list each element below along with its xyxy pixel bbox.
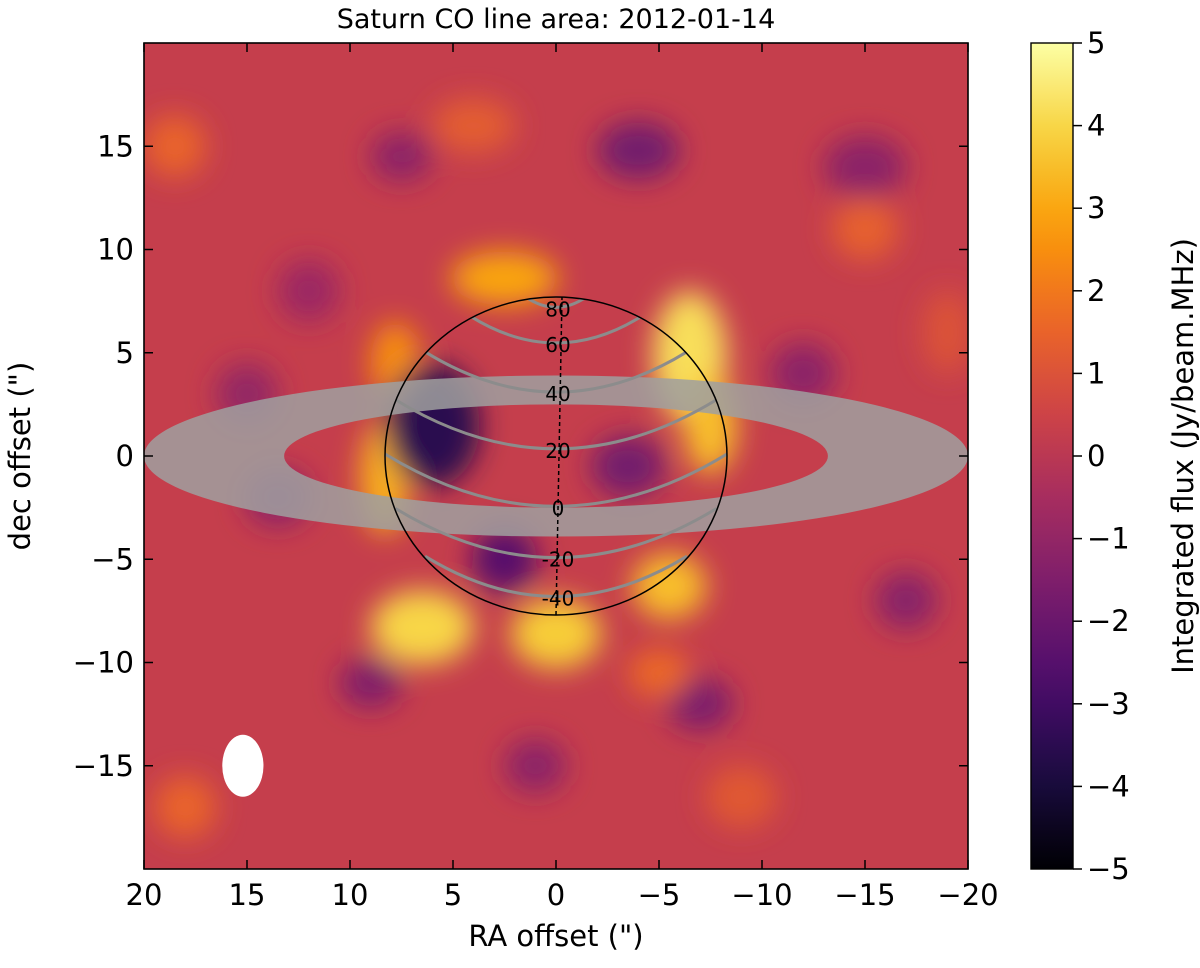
- colorbar-tick-label: 0: [1087, 439, 1105, 473]
- latitude-label: 80: [545, 297, 570, 321]
- colorbar-tick-label: 3: [1087, 191, 1105, 225]
- colorbar-label: Integrated flux (Jy/beam.MHz): [1166, 238, 1200, 674]
- latitude-line: [525, 296, 587, 309]
- y-tick-label: −15: [73, 749, 134, 783]
- x-tick-label: −20: [937, 878, 998, 912]
- colorbar-tick-label: 1: [1087, 356, 1105, 390]
- colorbar-tick-label: 4: [1087, 109, 1105, 143]
- latitude-contours: -40-20020406080: [385, 296, 727, 610]
- y-tick-label: −10: [73, 646, 134, 680]
- x-tick-label: −15: [834, 878, 895, 912]
- y-axis-label: dec offset ("): [3, 362, 37, 551]
- colorbar-tick-label: −3: [1087, 687, 1130, 721]
- y-tick-label: 15: [97, 129, 134, 163]
- latitude-label: 40: [545, 382, 570, 406]
- colorbar-tick-label: −4: [1087, 769, 1130, 803]
- beam-ellipse: [222, 734, 264, 797]
- x-tick-label: 15: [229, 878, 266, 912]
- x-tick-label: −5: [638, 878, 681, 912]
- latitude-label: 20: [545, 439, 570, 463]
- colorbar: [1030, 42, 1074, 870]
- latitude-line: [394, 507, 718, 559]
- x-tick-label: 0: [547, 878, 565, 912]
- y-tick-label: 10: [97, 233, 134, 267]
- latitude-line: [424, 554, 688, 598]
- colorbar-tick-label: −5: [1087, 852, 1130, 886]
- latitude-line: [424, 350, 688, 394]
- latitude-label: -40: [542, 586, 575, 610]
- chart-title: Saturn CO line area: 2012-01-14: [337, 4, 776, 35]
- x-tick-label: 10: [332, 878, 369, 912]
- colorbar-tick-label: 2: [1087, 274, 1105, 308]
- y-axis: −15 −10 −5 0 5 10 15: [73, 129, 968, 783]
- latitude-line: [469, 315, 643, 345]
- x-axis-label: RA offset ("): [468, 919, 643, 953]
- latitude-label: 60: [545, 333, 570, 357]
- latitude-label: -20: [542, 548, 575, 572]
- colorbar-tick-label: −1: [1087, 522, 1130, 556]
- colorbar-tick-label: 5: [1087, 26, 1105, 60]
- x-axis: 20 15 10 5 0 −5 −10 −15 −20: [126, 43, 999, 912]
- x-tick-label: 20: [126, 878, 163, 912]
- latitude-line: [385, 452, 727, 508]
- y-tick-label: 5: [116, 336, 134, 370]
- y-tick-label: 0: [116, 439, 134, 473]
- x-tick-label: 5: [444, 878, 462, 912]
- colorbar-ticks: −5 −4 −3 −2 −1 0 1 2 3 4 5: [1073, 26, 1130, 886]
- colorbar-tick-label: −2: [1087, 604, 1130, 638]
- latitude-line: [394, 398, 718, 451]
- x-tick-label: −10: [731, 878, 792, 912]
- y-tick-label: −5: [91, 542, 134, 576]
